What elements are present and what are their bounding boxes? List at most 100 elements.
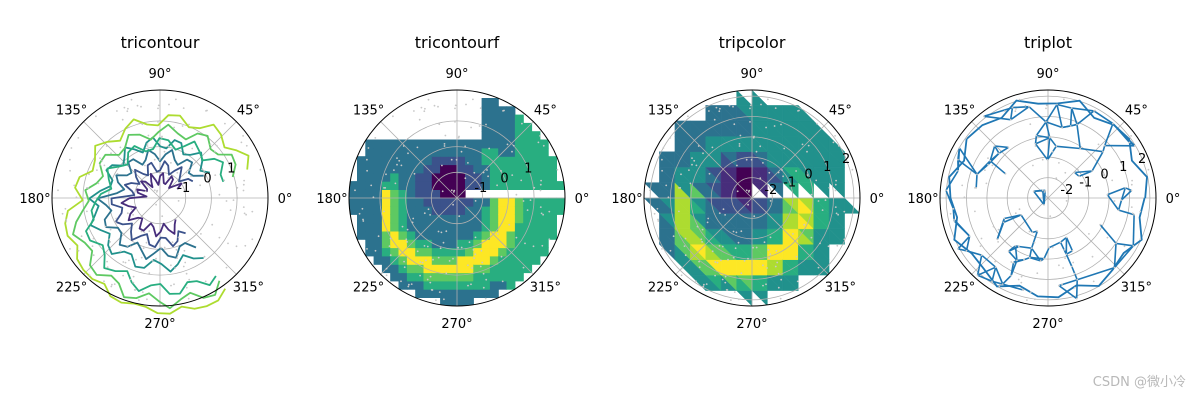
mesh-edge [1117,199,1123,211]
contour-band-cell [406,189,416,199]
mesh-edge [994,266,1004,285]
contour-band-cell [398,272,408,282]
grid-spoke [159,121,237,199]
data-point [987,163,989,166]
data-point [1010,274,1012,277]
data-point [132,214,135,216]
data-point [211,223,214,226]
data-point [168,103,170,106]
contour-band-cell [465,214,474,224]
angle-tick-label: 135° [353,104,384,119]
contour-band-cell [481,272,491,282]
contour-band-cell [390,264,400,274]
data-point [721,278,724,281]
data-point [496,184,498,187]
polar-panel-tripcolor: tripcolor 0° 45° 90° 135° 180° 225° 270° 315° -2-… [611,33,884,332]
data-point [774,107,777,109]
data-point [701,241,703,243]
contour-band-cell [431,289,441,298]
contour-band-cell [440,222,449,232]
data-point [684,237,687,240]
data-point [522,200,525,202]
data-point [209,143,212,146]
data-point [443,143,446,145]
data-point [945,189,947,192]
contour-band-cell [448,214,458,224]
data-point [170,264,172,267]
angle-tick-label: 180° [611,192,642,207]
data-point [540,212,543,215]
data-point [435,299,437,301]
data-point [138,299,140,301]
data-point [745,158,748,161]
data-point [144,164,146,167]
data-point [1065,253,1068,256]
contour-band-cell [406,156,416,166]
contour-band-cell [506,114,516,124]
angle-tick-label: 45° [534,104,557,119]
contour-band-cell [406,139,416,149]
mesh-edge [1008,245,1020,253]
data-point [529,199,532,202]
mesh-triangle [644,197,660,214]
data-point [1088,233,1090,235]
contour-band-cell [440,147,449,157]
data-point [88,173,90,176]
data-point [126,212,129,215]
contour-band-cell [456,255,466,265]
data-point [251,238,254,241]
contour-band-cell [365,172,375,182]
data-point [657,218,659,221]
data-point [667,196,670,199]
contour-band-cell [481,239,491,249]
contour-band-cell [448,156,458,166]
data-point [385,267,388,270]
data-point [158,158,161,161]
contour-band-cell [465,255,474,265]
data-point [1113,200,1116,202]
contour-line [72,123,237,310]
data-point [144,190,147,193]
data-point [711,250,714,253]
contour-band-cell [415,164,425,174]
data-point [385,274,388,277]
contour-band-cell [539,247,549,257]
data-point [747,203,749,206]
data-point [214,174,217,177]
contour-band-cell [498,156,508,166]
contour-band-cell [423,172,433,182]
data-point [1007,250,1010,253]
data-point [1036,272,1039,275]
contour-band-cell [465,297,474,306]
contour-band-cell [489,131,499,141]
contour-band-cell [431,197,441,207]
data-point [465,103,467,106]
contour-band-cell [406,181,416,190]
data-point [427,98,430,101]
data-point [486,169,488,171]
contour-band-cell [398,264,408,274]
data-point [705,283,708,285]
angle-tick-label: 225° [56,280,87,295]
data-point [423,212,426,215]
mesh-edge [1093,110,1114,125]
data-point [503,109,505,112]
contour-band-cell [381,147,391,157]
data-point [1102,174,1105,177]
data-point [1034,145,1037,147]
contour-band-cell [531,164,541,174]
contour-band-cell [398,197,408,207]
data-point [779,297,782,300]
data-point [719,107,721,110]
mesh-edge [1056,145,1081,150]
data-point [1045,104,1048,107]
data-point [174,267,177,269]
data-point [467,162,469,164]
contour-band-cell [448,139,458,149]
contour-band-cell [465,289,474,298]
contour-band-cell [440,280,449,290]
contour-band-cell [465,147,474,157]
contour-band-cell [465,172,474,182]
contour-line [96,149,204,261]
data-point [245,213,248,216]
